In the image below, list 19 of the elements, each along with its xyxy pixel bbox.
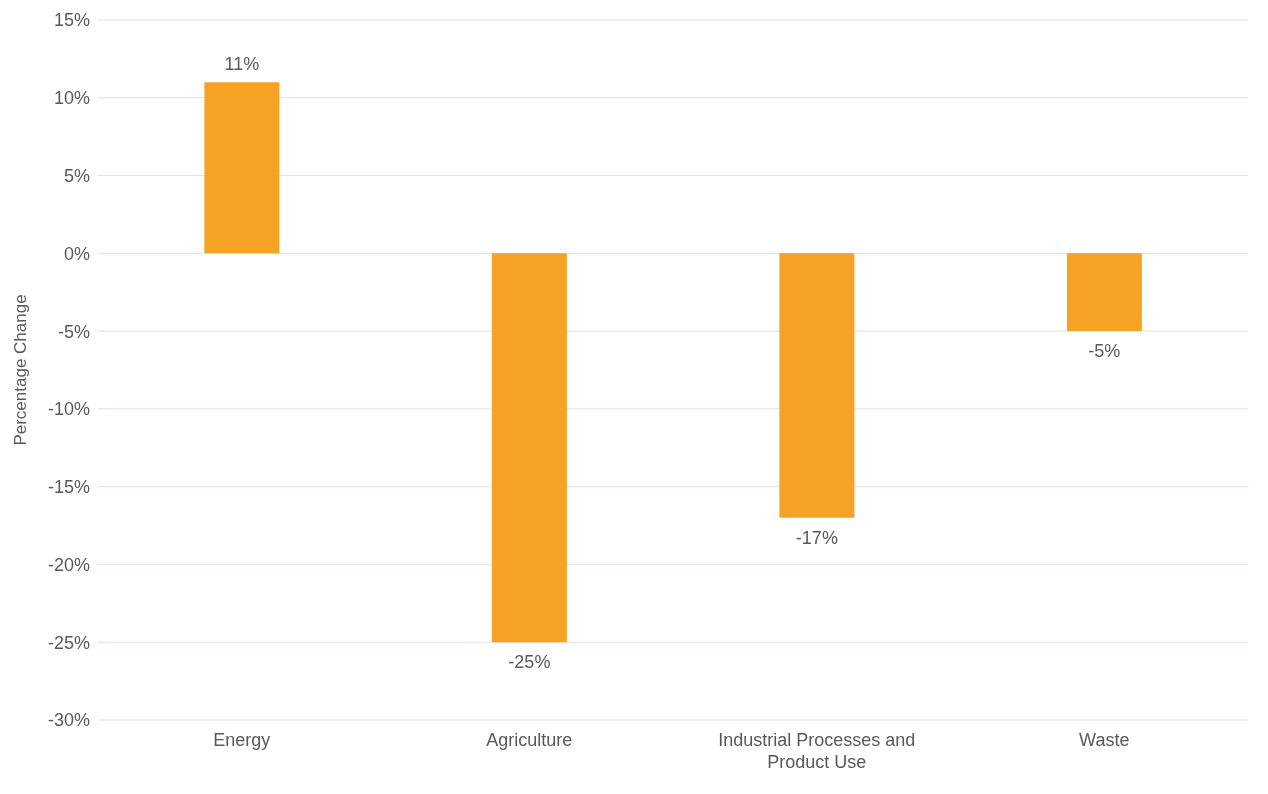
- data-label: -17%: [795, 527, 838, 548]
- y-tick-label: 5%: [63, 165, 90, 186]
- y-tick-label: -15%: [47, 477, 90, 498]
- x-tick-label: Agriculture: [486, 730, 573, 750]
- y-tick-label: -30%: [47, 710, 90, 731]
- y-tick-label: -5%: [57, 321, 90, 342]
- data-label: -25%: [508, 652, 551, 673]
- x-tick-label: Energy: [213, 730, 271, 750]
- x-tick-label: Waste: [1079, 730, 1130, 750]
- y-axis-title: Percentage Change: [11, 294, 31, 446]
- data-label: 11%: [224, 54, 260, 75]
- x-tick-label: Industrial Processes and Product Use: [718, 730, 916, 772]
- y-tick-label: 15%: [53, 10, 90, 31]
- y-tick-label: -10%: [47, 399, 90, 420]
- y-tick-label: -20%: [47, 554, 90, 575]
- data-label: -5%: [1088, 341, 1121, 362]
- y-tick-label: 0%: [63, 243, 90, 264]
- y-tick-label: -25%: [47, 632, 90, 653]
- y-tick-label: 10%: [53, 88, 90, 109]
